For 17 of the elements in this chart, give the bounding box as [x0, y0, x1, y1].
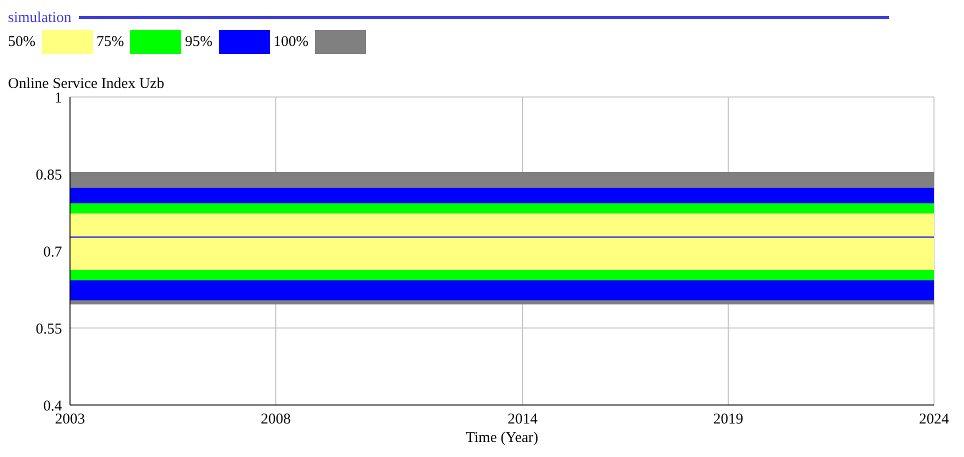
legend-label: 95% — [185, 34, 212, 50]
x-axis-title: Time (Year) — [464, 430, 540, 447]
y-tick-label: 0.4 — [43, 398, 62, 414]
x-tick-label: 2008 — [260, 412, 291, 428]
x-tick-label: 2024 — [919, 412, 950, 428]
x-tick-label: 2019 — [713, 412, 744, 428]
y-tick-label: 1 — [54, 90, 62, 106]
x-tick-label: 2014 — [508, 412, 538, 428]
legend-label: 75% — [96, 34, 124, 50]
legend-label: 50% — [8, 34, 36, 50]
y-tick-label: 0.7 — [43, 244, 62, 260]
legend-label: 100% — [274, 34, 308, 50]
y-tick-label: 0.55 — [36, 321, 62, 338]
y-axis-title: Online Service Index Uzb — [8, 76, 164, 92]
y-tick-label: 0.85 — [36, 167, 62, 184]
x-tick-label: 2003 — [55, 412, 85, 428]
text: simulation — [8, 10, 72, 26]
